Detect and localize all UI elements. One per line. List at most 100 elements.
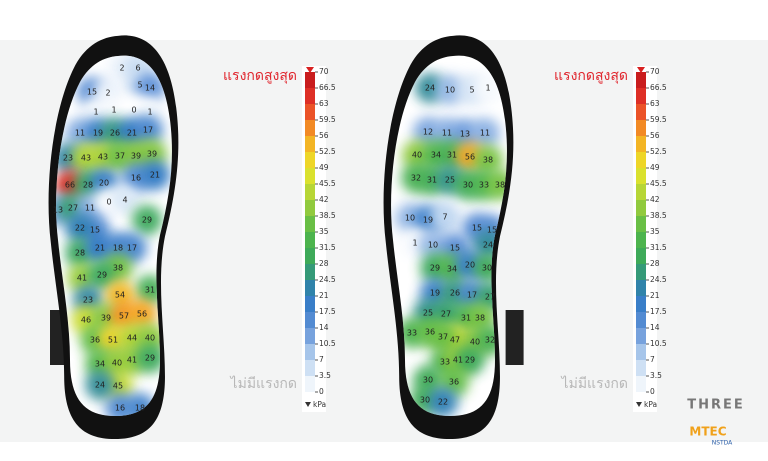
min-label: ไม่มีแรงกด	[561, 375, 628, 392]
pressure-blob	[428, 387, 458, 417]
pressure-blob	[428, 322, 458, 352]
scale-label: 3.5	[650, 371, 662, 380]
scale-segment	[636, 216, 646, 232]
pressure-value: 15	[472, 224, 482, 233]
scale-label: 59.5	[319, 115, 336, 124]
pressure-value: 33	[407, 329, 417, 338]
max-marker	[306, 67, 314, 73]
pressure-value: 21	[150, 171, 160, 180]
scale-label: 21	[650, 291, 660, 300]
pressure-value: 46	[81, 316, 91, 325]
pressure-value: 1	[111, 106, 116, 115]
pressure-value: 17	[127, 244, 137, 253]
pressure-value: 38	[475, 314, 485, 323]
scale-label: 31.5	[650, 243, 667, 252]
pressure-value: 37	[438, 333, 448, 342]
pressure-value: 26	[450, 289, 460, 298]
scale-label: 35	[650, 227, 660, 236]
pressure-value: 43	[98, 153, 108, 162]
scale-unit: kPa	[313, 400, 326, 409]
pressure-value: 21	[95, 244, 105, 253]
pressure-value: 15	[90, 226, 100, 235]
pressure-value: 11	[75, 129, 85, 138]
scale-segment	[305, 72, 315, 88]
pressure-value: 18	[135, 404, 145, 413]
pressure-value: 14	[145, 84, 155, 93]
pressure-value: 10	[405, 214, 415, 223]
scale-label: 24.5	[650, 275, 667, 284]
pressure-value: 36	[425, 328, 435, 337]
scale-segment	[305, 376, 315, 392]
pressure-value: 38	[483, 156, 493, 165]
pressure-value: 23	[83, 296, 93, 305]
scale-label: 52.5	[319, 147, 336, 156]
foot-map: 24 10 5 1 12 11 13 11 40 34 31 56 38 32 31 25 30 33 38 10 19…	[383, 35, 524, 440]
scale-label: 66.5	[650, 83, 667, 92]
pressure-value: 66	[65, 181, 75, 190]
scale-label: 49	[319, 163, 329, 172]
scale-label: 7	[650, 355, 655, 364]
scale-label: 0	[319, 387, 324, 396]
scale-label: 17.5	[319, 307, 336, 316]
pressure-value: 23	[63, 154, 73, 163]
pressure-blob	[470, 118, 500, 148]
pressure-value: 44	[127, 334, 137, 343]
pressure-value: 34	[95, 360, 105, 369]
pressure-blob	[435, 75, 465, 105]
pressure-value: 15	[87, 88, 97, 97]
scale-label: 24.5	[319, 275, 336, 284]
pressure-value: 45	[113, 382, 123, 391]
scale-segment	[305, 296, 315, 312]
pressure-value: 47	[450, 336, 460, 345]
pressure-value: 41	[77, 274, 87, 283]
pressure-value: 33	[479, 181, 489, 190]
scale-segment	[636, 264, 646, 280]
scale-label: 52.5	[650, 147, 667, 156]
scale-segment	[305, 328, 315, 344]
pressure-value: 24	[483, 241, 493, 250]
pressure-blob	[135, 73, 165, 103]
unit-marker	[636, 402, 642, 407]
pressure-value: 24	[425, 84, 435, 93]
pressure-value: 22	[438, 398, 448, 407]
pressure-value: 1	[485, 84, 490, 93]
pressure-value: 40	[112, 359, 122, 368]
pressure-value: 30	[420, 396, 430, 405]
pressure-value: 17	[467, 291, 477, 300]
scale-segment	[636, 184, 646, 200]
pressure-value: 43	[81, 154, 91, 163]
pressure-value: 21	[127, 129, 137, 138]
scale-segment	[636, 376, 646, 392]
pressure-value: 7	[442, 213, 447, 222]
pressure-value: 33	[440, 358, 450, 367]
pressure-blob	[65, 213, 95, 243]
scale-label: 35	[319, 227, 329, 236]
scale-segment	[636, 280, 646, 296]
pressure-value: 31	[461, 314, 471, 323]
pressure-value: 27	[441, 310, 451, 319]
pressure-value: 24	[95, 381, 105, 390]
scale-label: 7	[319, 355, 324, 364]
pressure-value: 41	[127, 356, 137, 365]
pressure-value: 56	[465, 153, 475, 162]
pressure-blob	[430, 202, 460, 232]
pressure-value: 39	[101, 314, 111, 323]
pressure-value: 1	[412, 239, 417, 248]
scale-label: 28	[650, 259, 660, 268]
scale-segment	[305, 248, 315, 264]
pressure-value: 13	[460, 130, 470, 139]
pressure-value: 20	[99, 179, 109, 188]
pressure-value: 56	[137, 310, 147, 319]
scale-label: 70	[650, 67, 660, 76]
scale-label: 56	[319, 131, 329, 140]
scale-label: 59.5	[650, 115, 667, 124]
pressure-value: 30	[423, 376, 433, 385]
pressure-value: 34	[431, 151, 441, 160]
pressure-value: 10	[428, 241, 438, 250]
scale-segment	[305, 120, 315, 136]
pressure-value: 28	[83, 181, 93, 190]
pressure-value: 12	[423, 128, 433, 137]
pressure-value: 30	[482, 264, 492, 273]
scale-segment	[636, 104, 646, 120]
